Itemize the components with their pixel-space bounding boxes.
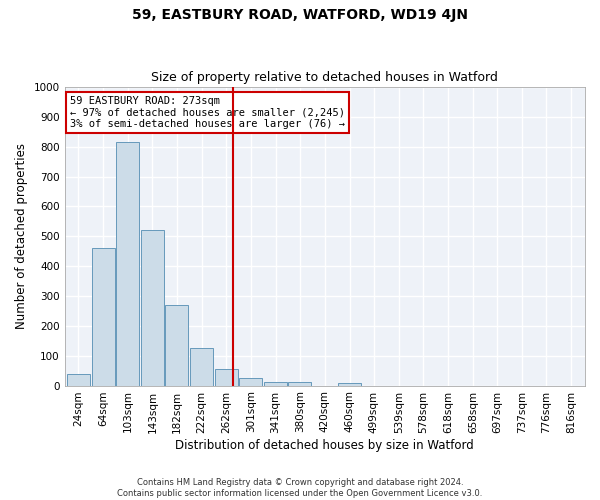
X-axis label: Distribution of detached houses by size in Watford: Distribution of detached houses by size …: [175, 440, 474, 452]
Bar: [338, 382, 361, 386]
Bar: [165, 305, 188, 386]
Bar: [67, 374, 90, 386]
Bar: [289, 382, 311, 386]
Title: Size of property relative to detached houses in Watford: Size of property relative to detached ho…: [151, 72, 498, 85]
Bar: [215, 369, 238, 386]
Bar: [264, 382, 287, 386]
Bar: [116, 142, 139, 386]
Text: 59, EASTBURY ROAD, WATFORD, WD19 4JN: 59, EASTBURY ROAD, WATFORD, WD19 4JN: [132, 8, 468, 22]
Y-axis label: Number of detached properties: Number of detached properties: [15, 144, 28, 330]
Bar: [239, 378, 262, 386]
Bar: [92, 248, 115, 386]
Bar: [141, 230, 164, 386]
Text: 59 EASTBURY ROAD: 273sqm
← 97% of detached houses are smaller (2,245)
3% of semi: 59 EASTBURY ROAD: 273sqm ← 97% of detach…: [70, 96, 345, 129]
Text: Contains HM Land Registry data © Crown copyright and database right 2024.
Contai: Contains HM Land Registry data © Crown c…: [118, 478, 482, 498]
Bar: [190, 348, 213, 386]
